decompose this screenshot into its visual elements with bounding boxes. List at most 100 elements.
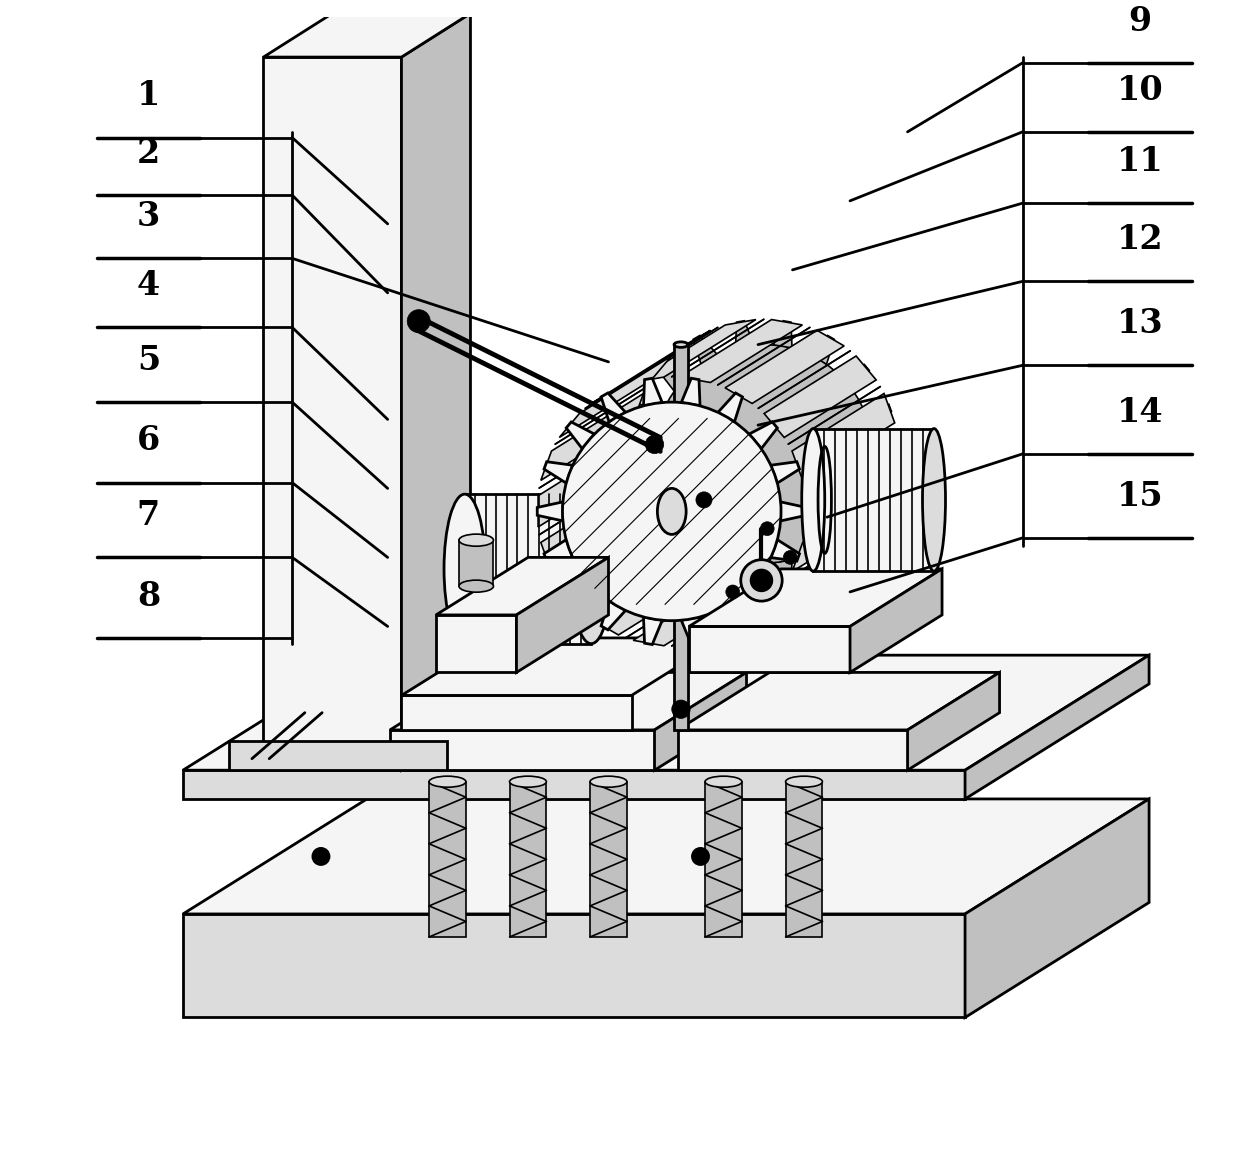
Polygon shape <box>718 393 743 422</box>
Polygon shape <box>402 13 470 770</box>
Polygon shape <box>658 517 687 544</box>
Polygon shape <box>725 330 844 404</box>
Polygon shape <box>544 539 573 561</box>
Circle shape <box>696 491 712 508</box>
Polygon shape <box>735 321 754 348</box>
Text: 11: 11 <box>1116 145 1163 177</box>
Polygon shape <box>792 485 895 572</box>
Polygon shape <box>402 638 723 696</box>
Ellipse shape <box>459 534 494 546</box>
Ellipse shape <box>786 776 822 788</box>
Polygon shape <box>681 617 701 644</box>
Polygon shape <box>689 627 851 672</box>
Text: 7: 7 <box>136 499 160 532</box>
Polygon shape <box>965 655 1149 799</box>
Polygon shape <box>771 462 800 483</box>
Circle shape <box>784 551 797 565</box>
Text: 14: 14 <box>1116 396 1163 428</box>
Polygon shape <box>517 558 609 672</box>
Ellipse shape <box>590 776 627 788</box>
Text: 1: 1 <box>136 79 160 112</box>
Circle shape <box>312 848 329 865</box>
Polygon shape <box>718 601 743 630</box>
Polygon shape <box>559 356 671 438</box>
Circle shape <box>760 522 774 536</box>
Polygon shape <box>725 561 844 635</box>
Text: 15: 15 <box>1116 480 1163 512</box>
Text: 8: 8 <box>136 580 160 613</box>
Polygon shape <box>538 439 630 527</box>
Polygon shape <box>567 422 594 449</box>
Circle shape <box>751 569 771 591</box>
Polygon shape <box>559 527 671 609</box>
Ellipse shape <box>570 494 613 644</box>
Polygon shape <box>644 378 662 406</box>
Polygon shape <box>389 729 655 770</box>
Polygon shape <box>544 462 573 483</box>
Polygon shape <box>680 320 802 383</box>
Polygon shape <box>636 482 665 504</box>
Polygon shape <box>541 393 644 481</box>
Polygon shape <box>810 544 835 572</box>
Polygon shape <box>681 378 701 406</box>
Ellipse shape <box>802 428 825 571</box>
Polygon shape <box>863 404 892 426</box>
Polygon shape <box>677 729 908 770</box>
Text: 12: 12 <box>1116 223 1163 256</box>
Polygon shape <box>644 617 662 644</box>
Circle shape <box>407 309 430 333</box>
Circle shape <box>563 403 781 621</box>
Text: 6: 6 <box>136 425 160 457</box>
Polygon shape <box>786 782 822 937</box>
Text: 10: 10 <box>1116 74 1163 106</box>
Ellipse shape <box>923 428 945 571</box>
Polygon shape <box>810 335 835 364</box>
Circle shape <box>725 585 739 599</box>
Polygon shape <box>655 672 746 770</box>
Polygon shape <box>591 330 711 404</box>
Polygon shape <box>636 404 665 426</box>
Polygon shape <box>774 559 792 587</box>
Circle shape <box>740 560 782 601</box>
Polygon shape <box>813 428 934 571</box>
Polygon shape <box>706 782 742 937</box>
Polygon shape <box>263 57 402 770</box>
Polygon shape <box>537 502 563 520</box>
Polygon shape <box>781 502 806 520</box>
Polygon shape <box>764 527 877 609</box>
Polygon shape <box>677 672 999 729</box>
Polygon shape <box>567 574 594 601</box>
Polygon shape <box>389 672 746 729</box>
Polygon shape <box>735 559 754 587</box>
Polygon shape <box>541 485 644 572</box>
Polygon shape <box>601 601 625 630</box>
Text: 13: 13 <box>1116 307 1163 340</box>
Polygon shape <box>908 672 999 770</box>
Polygon shape <box>601 393 625 422</box>
Polygon shape <box>806 439 898 527</box>
Ellipse shape <box>444 494 485 644</box>
Polygon shape <box>764 356 877 438</box>
Polygon shape <box>629 445 655 463</box>
Polygon shape <box>841 517 869 544</box>
Polygon shape <box>184 799 1149 914</box>
Polygon shape <box>675 344 688 729</box>
Text: 4: 4 <box>136 270 160 302</box>
Polygon shape <box>792 393 895 481</box>
Ellipse shape <box>459 580 494 592</box>
Polygon shape <box>429 782 466 937</box>
Polygon shape <box>510 782 547 937</box>
Polygon shape <box>771 539 800 561</box>
Polygon shape <box>774 321 792 348</box>
Polygon shape <box>590 782 627 937</box>
Circle shape <box>645 435 663 454</box>
Polygon shape <box>184 770 965 799</box>
Text: 9: 9 <box>1128 5 1152 37</box>
Polygon shape <box>591 561 711 635</box>
Polygon shape <box>693 544 718 572</box>
Polygon shape <box>873 445 898 463</box>
Ellipse shape <box>657 489 686 534</box>
Polygon shape <box>184 914 965 1018</box>
Polygon shape <box>465 494 591 644</box>
Text: 2: 2 <box>136 137 160 170</box>
